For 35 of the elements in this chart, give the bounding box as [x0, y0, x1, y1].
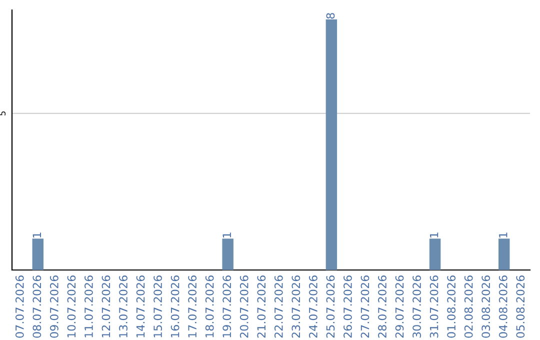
x-tick-label: 24.07.2026: [308, 276, 318, 338]
data-label: 1: [32, 232, 41, 238]
x-tick-label: 28.07.2026: [378, 276, 386, 338]
data-label: 1: [430, 232, 438, 238]
x-tick-label: 27.07.2026: [360, 276, 370, 338]
data-label: 1: [499, 232, 508, 238]
x-tick-label: 07.07.2026: [15, 276, 24, 338]
x-tick-label: 13.07.2026: [119, 276, 128, 338]
x-tick-label: 23.07.2026: [292, 276, 300, 338]
x-tick-label: 09.07.2026: [50, 276, 58, 338]
x-tick-label: 05.08.2026: [516, 276, 525, 338]
x-tick-label: 20.07.2026: [240, 276, 248, 338]
x-tick-label: 16.07.2026: [170, 276, 180, 338]
x-tick-label: 25.07.2026: [326, 276, 335, 338]
x-tick-label: 26.07.2026: [344, 276, 352, 338]
x-tick-label: 18.07.2026: [205, 276, 214, 338]
x-tick-label: 30.07.2026: [412, 276, 421, 338]
x-tick-label: 31.07.2026: [430, 276, 438, 338]
data-label: 1: [222, 232, 231, 238]
x-tick-label: 19.07.2026: [222, 276, 232, 338]
x-tick-label: 02.08.2026: [464, 276, 473, 338]
x-tick-label: 22.07.2026: [274, 276, 283, 338]
x-tick-label: 14.07.2026: [136, 276, 145, 338]
x-tick-label: 10.07.2026: [67, 276, 76, 338]
x-tick-label: 12.07.2026: [102, 276, 110, 338]
x-tick-label: 11.07.2026: [84, 276, 93, 338]
x-tick-label: 21.07.2026: [257, 276, 266, 338]
data-label: 8: [326, 13, 335, 19]
x-tick-label: 04.08.2026: [498, 276, 508, 338]
x-tick-label: 17.07.2026: [188, 276, 197, 338]
x-tick-label: 01.08.2026: [447, 276, 456, 338]
x-tick-label: 08.07.2026: [32, 276, 42, 338]
x-tick-label: 03.08.2026: [482, 276, 490, 338]
x-tick-label: 29.07.2026: [395, 276, 404, 338]
x-tick-label: 15.07.2026: [154, 276, 162, 338]
